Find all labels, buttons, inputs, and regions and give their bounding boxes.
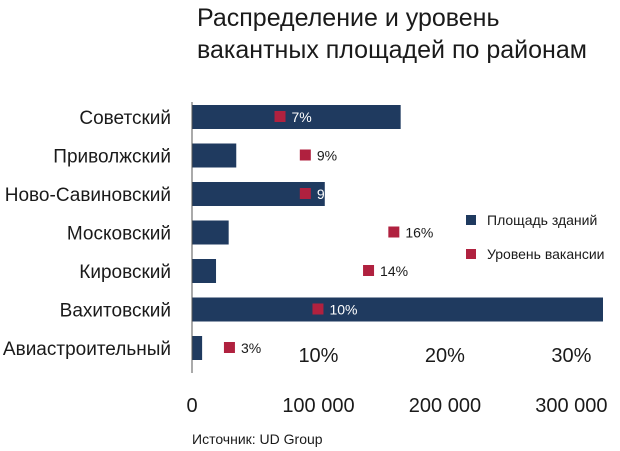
legend-swatch [466, 249, 476, 259]
top-axis-tick-label: 30% [551, 345, 591, 367]
category-label: Кировский [79, 262, 171, 283]
category-label: Авиастроительный [3, 339, 171, 360]
area-bar [192, 297, 603, 322]
category-label: Приволжский [53, 147, 171, 168]
vacancy-label: 7% [292, 109, 312, 125]
top-axis-tick-label: 10% [298, 345, 338, 367]
chart-title: Распределение и уровень вакантных площад… [197, 4, 587, 64]
vacancy-marker [312, 303, 324, 315]
area-bar [192, 220, 229, 245]
vacancy-label: 9% [317, 148, 337, 164]
category-label: Вахитовский [60, 301, 171, 322]
vacancy-label: 9% [317, 186, 337, 202]
category-label: Московский [67, 224, 171, 245]
top-axis-tick-label: 20% [425, 345, 465, 367]
bottom-axis-tick-label: 300 000 [535, 395, 607, 417]
vacancy-label: 10% [329, 302, 357, 318]
vacancy-label: 14% [380, 263, 408, 279]
vacancy-label: 3% [241, 340, 261, 356]
vacancy-marker [223, 342, 235, 353]
legend-label: Площадь зданий [487, 212, 597, 228]
area-bar [192, 105, 401, 129]
category-label: Ново-Савиновский [5, 185, 171, 206]
vacancy-marker [274, 111, 286, 122]
legend-label: Уровень вакансии [487, 246, 604, 262]
vacancy-marker [299, 188, 311, 199]
bottom-axis-tick-label: 0 [186, 395, 197, 417]
vacancy-label: 16% [405, 225, 433, 241]
vacancy-marker [299, 149, 311, 161]
source-note: Источник: UD Group [192, 431, 323, 447]
category-label: Советский [79, 108, 171, 129]
vacancy-marker [388, 226, 400, 238]
bottom-axis-tick-label: 100 000 [282, 395, 354, 417]
bottom-axis-tick-label: 200 000 [409, 395, 481, 417]
area-bar [192, 259, 217, 283]
legend-swatch [466, 215, 476, 225]
vacancy-marker [363, 265, 375, 276]
area-bar [192, 336, 203, 360]
area-bar [192, 143, 237, 168]
